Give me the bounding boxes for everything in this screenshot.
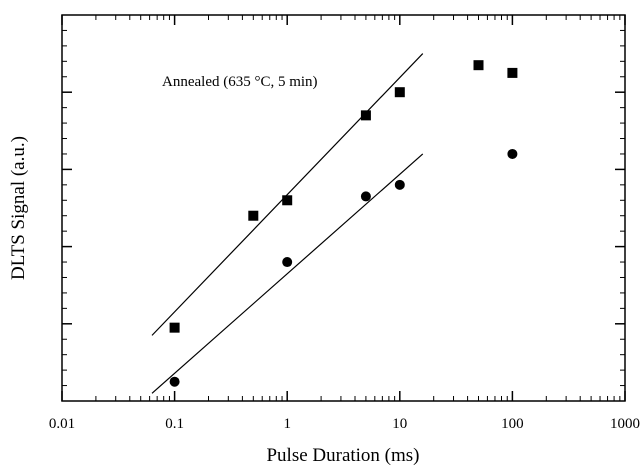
square-marker [473,60,484,71]
fit-line-2 [151,153,424,394]
plot-frame [61,14,626,402]
x-tick-label: 0.01 [49,416,75,432]
square-marker [507,67,518,78]
x-tick-label: 1000 [610,416,640,432]
x-tick-label: 0.1 [165,416,184,432]
square-marker [282,195,293,206]
data-points [169,60,518,387]
circle-marker [360,191,371,202]
axis-ticks [61,15,626,401]
circle-marker [169,376,180,387]
fit-lines [151,53,424,394]
x-tick-labels: 0.01 0.1 1 10 100 1000 [49,416,640,432]
x-tick-label: 100 [501,416,524,432]
x-tick-label: 10 [392,416,407,432]
annotation-text: Annealed (635 °C, 5 min) [162,74,318,90]
square-marker [360,110,371,121]
square-marker [394,87,405,98]
circle-marker [282,257,293,268]
circle-marker [507,148,518,159]
x-tick-label: 1 [283,416,291,432]
x-axis-label: Pulse Duration (ms) [266,445,419,466]
fit-line-1 [151,53,424,336]
y-axis-label: DLTS Signal (a.u.) [8,136,29,280]
square-marker [169,322,180,333]
square-marker [248,210,259,221]
circle-marker [394,179,405,190]
